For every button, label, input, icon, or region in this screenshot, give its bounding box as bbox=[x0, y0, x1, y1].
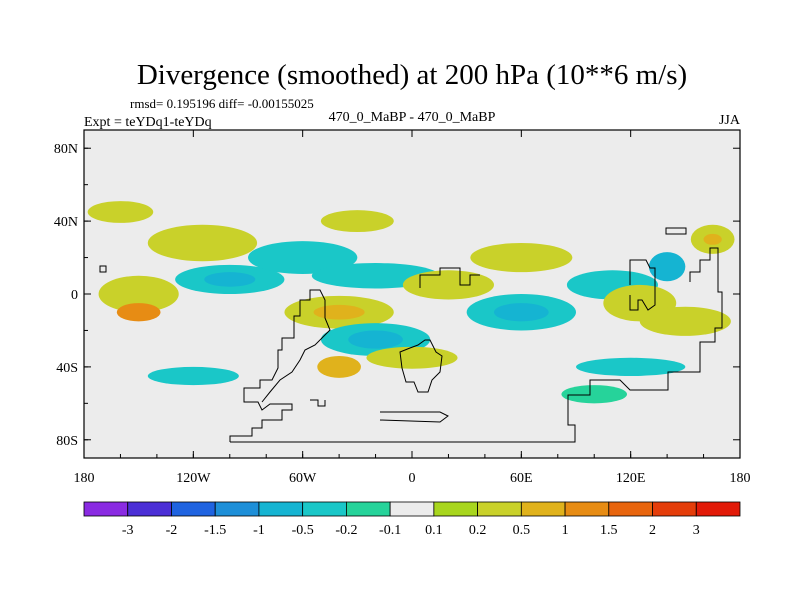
colorbar-box-0 bbox=[83, 501, 129, 517]
contour-region-18 bbox=[639, 306, 731, 336]
contour-fill-layer bbox=[87, 201, 735, 404]
colorbar-label: 1 bbox=[562, 523, 569, 538]
colorbar-box-11 bbox=[564, 501, 610, 517]
colorbar-box-10 bbox=[520, 501, 566, 517]
colorbar-label: -2 bbox=[166, 523, 178, 538]
colorbar-box-5 bbox=[302, 501, 347, 517]
contour-region-12 bbox=[402, 270, 495, 300]
contour-region-21 bbox=[366, 346, 458, 369]
colorbar-box-14 bbox=[695, 501, 741, 517]
contour-region-10 bbox=[348, 330, 403, 349]
colorbar-box-7 bbox=[389, 501, 435, 517]
colorbar-box-13 bbox=[652, 501, 697, 517]
contour-region-14 bbox=[493, 303, 549, 322]
contour-region-11 bbox=[317, 355, 361, 378]
colorbar-box-9 bbox=[477, 501, 522, 517]
coastline-antarctica bbox=[229, 247, 723, 443]
coastline-eurasia-south bbox=[419, 259, 656, 311]
colorbar: -3 -2 -1.5 -1 -0.5 -0.2 -0.1 0.1 0.2 0.5 1 1.5 2 3 bbox=[83, 501, 741, 538]
x-axis: 180 120W 60W 0 60E 120E 180 bbox=[74, 130, 751, 486]
contour-region-27 bbox=[320, 210, 394, 233]
colorbar-box-6 bbox=[345, 501, 391, 517]
colorbar-label: -1 bbox=[253, 523, 265, 538]
colorbar-label: 3 bbox=[693, 523, 700, 538]
colorbar-label: 1.5 bbox=[600, 523, 618, 538]
colorbar-label: -1.5 bbox=[204, 523, 226, 538]
contour-region-26 bbox=[87, 201, 154, 223]
contour-region-1 bbox=[116, 303, 161, 322]
y-tick-label: 40N bbox=[54, 215, 78, 230]
colorbar-box-12 bbox=[608, 501, 653, 517]
x-tick-label: 60W bbox=[289, 471, 317, 486]
coastline-layer bbox=[99, 227, 723, 443]
chart-title: Divergence (smoothed) at 200 hPa (10**6 … bbox=[137, 59, 687, 91]
colorbar-label: 0.2 bbox=[469, 523, 487, 538]
colorbar-label: 0.1 bbox=[425, 523, 443, 538]
colorbar-label: 0.5 bbox=[513, 523, 531, 538]
contour-region-4 bbox=[147, 224, 258, 262]
contour-region-23 bbox=[561, 385, 628, 404]
y-axis: 80N 40N 0 40S 80S bbox=[54, 142, 740, 449]
colorbar-label: -0.1 bbox=[379, 523, 401, 538]
contour-region-22 bbox=[576, 357, 686, 376]
colorbar-box-4 bbox=[258, 501, 304, 517]
colorbar-box-2 bbox=[171, 501, 216, 517]
coastline-small-islands bbox=[99, 227, 687, 423]
colorbar-label: -3 bbox=[122, 523, 134, 538]
contour-region-20 bbox=[703, 233, 722, 245]
colorbar-label: 2 bbox=[649, 523, 656, 538]
contour-region-15 bbox=[470, 242, 573, 273]
x-tick-label: 120E bbox=[616, 471, 646, 486]
coastline-africa bbox=[399, 339, 443, 393]
season-label: JJA bbox=[719, 113, 741, 128]
x-tick-label: 180 bbox=[730, 471, 751, 486]
contour-region-25 bbox=[648, 252, 686, 282]
case-label: 470_0_MaBP - 470_0_MaBP bbox=[329, 110, 496, 125]
contour-region-3 bbox=[204, 272, 256, 287]
x-tick-label: 120W bbox=[176, 471, 211, 486]
contour-region-8 bbox=[313, 304, 365, 320]
contour-region-5 bbox=[247, 241, 358, 274]
x-tick-label: 0 bbox=[409, 471, 416, 486]
y-tick-label: 0 bbox=[71, 288, 78, 303]
y-tick-label: 80S bbox=[56, 434, 78, 449]
colorbar-box-8 bbox=[433, 501, 479, 517]
x-tick-label: 60E bbox=[510, 471, 533, 486]
stats-label: rmsd= 0.195196 diff= -0.00155025 bbox=[130, 96, 314, 111]
colorbar-box-1 bbox=[127, 501, 172, 517]
y-tick-label: 80N bbox=[54, 142, 78, 157]
experiment-label: Expt = teYDq1-teYDq bbox=[84, 115, 212, 130]
colorbar-label: -0.2 bbox=[335, 523, 357, 538]
x-tick-label: 180 bbox=[74, 471, 95, 486]
contour-region-24 bbox=[147, 366, 239, 386]
contour-region-0 bbox=[98, 275, 179, 313]
colorbar-box-3 bbox=[214, 501, 260, 517]
colorbar-label: -0.5 bbox=[292, 523, 314, 538]
y-tick-label: 40S bbox=[56, 361, 78, 376]
